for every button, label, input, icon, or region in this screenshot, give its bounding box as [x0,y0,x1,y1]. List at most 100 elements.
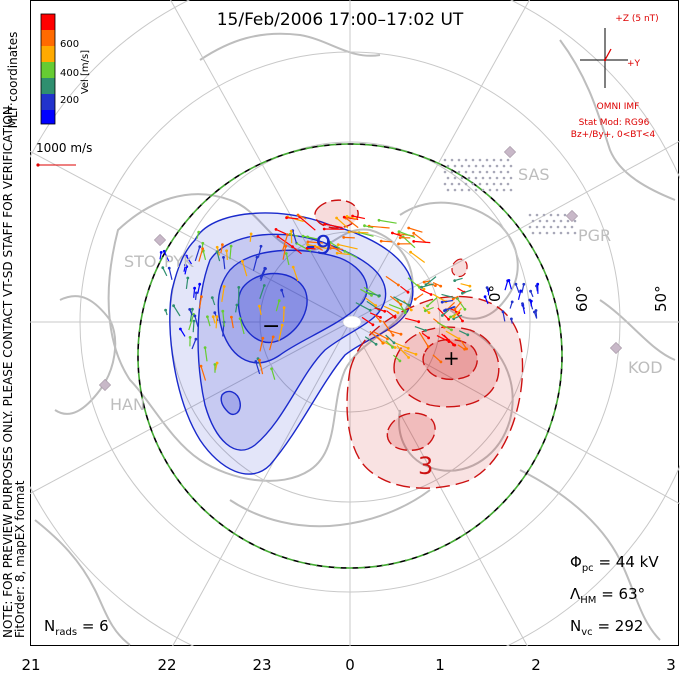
velocity-vector-origin [280,323,284,327]
velocity-vector-origin [241,259,244,263]
velocity-vector [460,283,471,287]
negative-potential-cell [169,212,414,475]
velocity-vector-origin [271,335,275,339]
velocity-vector-origin [254,360,258,363]
velocity-vector-origin [215,245,219,249]
velocity-vector-origin [306,240,310,244]
grid-dot [467,188,471,192]
grid-dot [538,231,542,235]
velocity-vector [381,240,393,243]
velocity-vector-origin [393,315,397,319]
velocity-vector-origin [284,245,288,248]
velocity-vector-origin [453,308,457,311]
grid-dot [474,176,478,180]
grid-dot [492,182,496,186]
velocity-vector-origin [426,304,429,308]
velocity-vector [173,305,181,317]
velocity-vector-origin [235,303,239,307]
velocity-vector [361,316,374,326]
grid-dot [446,164,450,168]
velocity-vector-origin [378,319,382,323]
grid-dot [467,164,471,168]
grid-dots [443,158,577,235]
grid-dot [446,188,450,192]
velocity-vector-origin [185,265,189,268]
velocity-vector-origin [391,333,395,337]
grid-dot [535,213,539,217]
velocity-vector-origin [399,303,403,306]
grid-dot [457,158,461,162]
grid-dot [566,219,570,223]
velocity-vector-origin [230,315,233,319]
velocity-vector [275,300,280,312]
grid-dot [460,176,464,180]
velocity-vector-origin [203,346,207,349]
grid-dot [450,182,454,186]
grid-dot [545,231,549,235]
velocity-vector [336,217,349,229]
grid-dot [457,182,461,186]
mlt-label-2: 2 [531,656,541,674]
velocity-vector [282,234,289,251]
velocity-vector-origin [379,316,382,319]
velocity-vector-origin [370,294,373,297]
velocity-vector [405,317,419,323]
velocity-vector [385,334,395,344]
velocity-vector-origin [439,360,443,364]
velocity-vector-origin [328,243,332,247]
velocity-vector-origin [188,336,192,339]
velocity-vector-origin [451,297,455,301]
velocity-vector [383,305,399,314]
velocity-vector [396,345,410,358]
station-markers [98,145,623,392]
velocity-vector [436,335,450,343]
velocity-vector-origin [403,311,407,315]
grid-dot [485,158,489,162]
velocity-vectors [159,213,540,381]
velocity-vector [198,248,204,262]
velocity-vector-origin [206,315,209,319]
velocity-vector [222,257,226,270]
grid-dot [457,170,461,174]
velocity-vector [189,309,193,322]
velocity-vector [504,280,509,291]
station-label-sto: STO [124,252,157,271]
map-title: 15/Feb/2006 17:00–17:02 UT [217,10,464,30]
velocity-vector [404,349,417,355]
velocity-vector-origin [286,233,289,237]
velocity-vector [282,307,285,323]
velocity-vector-origin [200,295,203,299]
velocity-vector-origin [213,311,217,315]
hm-latitude: ΛHM = 63° [570,585,646,606]
velocity-vector [437,307,450,320]
grid-dot [559,219,563,223]
grid-dot [485,182,489,186]
velocity-vector [230,316,234,329]
velocity-vector [198,296,202,309]
velocity-vector-origin [222,256,225,259]
grid-dot [542,213,546,217]
velocity-vector-origin [285,216,288,220]
velocity-vector [168,267,173,280]
grid-dot [531,231,535,235]
velocity-vector-origin [392,341,396,345]
grid-dot [528,225,532,229]
velocity-vector-origin [188,308,192,311]
velocity-vector-origin [399,332,403,336]
velocity-vector-origin [201,241,205,245]
velocity-vector [337,252,351,256]
velocity-vector [462,289,472,294]
station-label-pgr: PGR [578,226,611,245]
velocity-vector [414,326,426,331]
velocity-vector-origin [529,299,533,303]
grid-dot [471,158,475,162]
mlt-label-23: 23 [252,656,271,674]
velocity-vector [413,240,431,244]
velocity-vector [346,215,358,220]
grid-dot [502,164,506,168]
coordinates-label: MLT coordinates [6,32,20,129]
velocity-vector [442,299,453,303]
grid-dot [499,182,503,186]
velocity-vector-origin [159,251,163,254]
